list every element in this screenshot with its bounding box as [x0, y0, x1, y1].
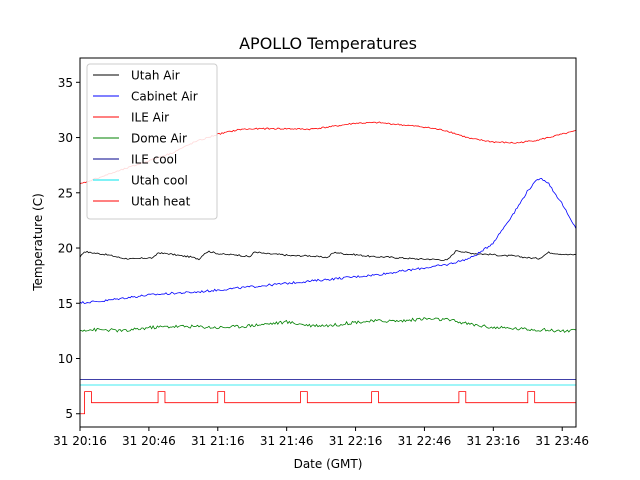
plot-area-frame — [79, 57, 577, 428]
y-axis-label: Temperature (C) — [31, 193, 45, 292]
series-line-utah-air — [80, 250, 576, 261]
axis-layer: 5 10 15 20 25 30 35 31 20:16 31 20:46 31 21:16 31 … — [53, 76, 589, 448]
legend-label: Cabinet Air — [131, 90, 198, 104]
legend-label: ILE cool — [131, 153, 177, 167]
x-tick-label: 31 22:16 — [329, 434, 383, 448]
x-tick-label: 31 21:46 — [260, 434, 314, 448]
x-axis-label: Date (GMT) — [294, 457, 363, 471]
legend-frame — [86, 63, 218, 220]
y-tick-label: 20 — [58, 242, 73, 256]
series-line-utah-heat — [80, 391, 576, 415]
y-tick-label: 30 — [58, 131, 73, 145]
x-tick-label: 31 21:16 — [191, 434, 245, 448]
y-tick-label: 35 — [58, 76, 73, 90]
legend-label: Dome Air — [131, 132, 187, 146]
x-tick-label: 31 20:46 — [122, 434, 176, 448]
x-tick-label: 31 22:46 — [398, 434, 452, 448]
chart-title: APOLLO Temperatures — [239, 34, 417, 53]
y-tick-label: 15 — [58, 297, 73, 311]
legend-label: Utah heat — [131, 195, 191, 209]
y-tick-label: 25 — [58, 186, 73, 200]
legend-label: Utah cool — [131, 174, 188, 188]
y-tick-label: 5 — [65, 407, 73, 421]
x-tick-label: 31 23:46 — [535, 434, 589, 448]
y-tick-label: 10 — [58, 352, 73, 366]
x-tick-label: 31 23:16 — [466, 434, 520, 448]
legend: Utah Air Cabinet Air ILE Air Dome Air ILE co… — [86, 63, 218, 220]
legend-label: Utah Air — [131, 69, 180, 83]
series-line-cabinet-air — [80, 177, 576, 304]
legend-label: ILE Air — [131, 111, 169, 125]
series-line-dome-air — [80, 317, 576, 333]
x-tick-label: 31 20:16 — [53, 434, 107, 448]
